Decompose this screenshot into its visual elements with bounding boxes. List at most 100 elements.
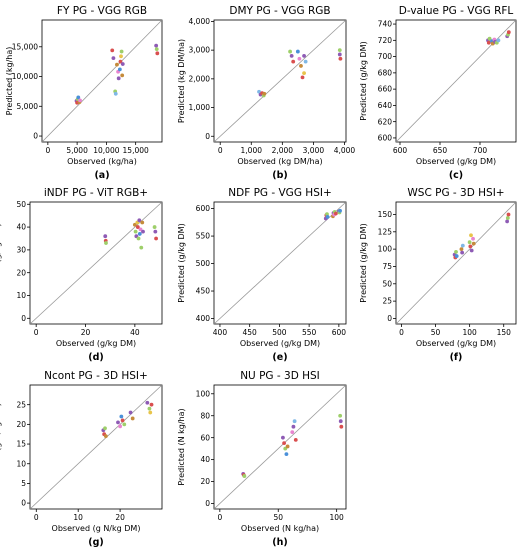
y-tick-label: 2,000 [189,74,211,83]
data-point [130,416,135,421]
panel-letter: (d) [88,352,103,363]
data-point [78,98,82,103]
panel-e: NDF PG - VGG HSI+ 400 450 500 550 600 400 450 50… [177,187,347,363]
y-tick-label: 75 [382,262,392,271]
x-axis-label: Observed (g/kg DM) [240,339,320,348]
data-point [469,248,474,253]
y-tick-label: 0 [205,499,210,508]
y-tick-label: 550 [196,232,211,241]
data-point [302,71,306,76]
data-point [338,208,342,213]
plot-frame [395,19,517,143]
plot-frame [213,384,347,510]
data-point [506,30,511,35]
y-axis-label: Predicted (N kg/ha) [177,408,186,485]
x-tick-label: 20 [115,513,125,522]
data-point [137,232,142,236]
data-point [459,247,464,252]
y-tick-label: 20 [16,420,26,429]
y-tick-label: 30 [16,245,26,254]
data-point [115,62,119,67]
y-tick-label: 500 [196,259,211,268]
y-tick-label: 660 [378,85,393,94]
data-point [505,216,510,220]
x-tick-label: 600 [332,328,347,337]
data-point [471,241,476,246]
data-point [139,245,144,250]
x-axis-label: Observed (g/kg DM) [416,339,496,348]
data-point [460,250,465,255]
data-point [110,48,115,53]
data-point [293,437,298,442]
data-point [284,452,289,457]
x-tick-label: 3,000 [303,146,325,155]
data-point [467,240,472,245]
data-point [297,56,302,61]
x-tick-label: 15,000 [123,146,149,155]
panel-letter: (a) [94,170,109,181]
x-tick-label: 450 [243,328,258,337]
x-tick-label: 500 [272,328,287,337]
panel-letter: (f) [450,352,463,363]
data-point [76,95,81,100]
y-tick-label: 400 [196,314,211,323]
y-tick-label: 740 [378,20,393,29]
data-point [325,214,330,219]
y-tick-label: 25 [16,400,26,409]
data-point [145,400,150,405]
data-point [119,49,124,54]
panel-d: iNDF PG - ViT RGB+ 0 20 40 0 10 20 30 40 50 Observ… [0,187,163,363]
x-axis-label: Observed (g/kg DM) [56,339,136,348]
data-point [147,406,152,411]
data-point [137,218,142,223]
panel-a: FY PG - VGG RGB 0 5,000 10,000 15,000 0 5,000 1… [5,5,163,181]
panel-letter: (e) [272,352,287,363]
data-point [337,48,342,53]
y-tick-label: 150 [378,210,393,219]
panel-title: NU PG - 3D HSI [240,370,320,382]
data-point [140,220,145,225]
y-tick-label: 50 [16,200,26,209]
plot-frame [395,201,517,325]
data-point [262,91,267,96]
data-point [136,236,141,241]
y-tick-label: 20 [200,477,210,486]
data-point [338,419,343,424]
data-point [257,89,261,94]
y-tick-label: 5,000 [17,102,39,111]
data-point [104,241,108,245]
x-axis-label: Observed (g/kg DM) [416,157,496,166]
x-tick-label: 600 [393,146,408,155]
data-point [454,250,458,254]
x-tick-label: 2,000 [272,146,294,155]
data-point [111,56,116,60]
data-point [299,64,303,68]
y-tick-label: 40 [16,223,26,232]
data-point [118,59,123,64]
y-axis-label: Predicted (g/kg DM) [359,223,368,302]
reference-line-1to1 [395,201,517,325]
panel-g: Ncont PG - 3D HSI+ 0 10 20 0 5 10 15 20 25 Observe… [0,370,163,548]
panel-title: D-value PG - VGG RFL [399,5,514,17]
data-point [154,47,159,52]
x-tick-label: 1,000 [241,146,263,155]
data-point [302,53,306,58]
data-point [103,434,108,439]
panel-letter: (h) [272,537,287,548]
plot-frame [41,19,163,143]
y-tick-label: 0 [33,132,38,141]
data-point [290,430,295,435]
y-tick-label: 1,000 [189,103,211,112]
y-tick-label: 3,000 [189,46,211,55]
panel-title: Ncont PG - 3D HSI+ [44,370,148,382]
y-tick-label: 600 [196,204,211,213]
panel-h: NU PG - 3D HSI 0 50 100 0 20 40 60 80 100 Observed… [177,370,347,548]
data-point [291,59,296,64]
y-tick-label: 10 [16,459,26,468]
x-tick-label: 50 [273,513,283,522]
reference-line-1to1 [29,201,163,325]
data-point [152,225,157,229]
x-tick-label: 0 [218,146,223,155]
x-tick-label: 10,000 [93,146,119,155]
y-tick-label: 0 [205,132,210,141]
